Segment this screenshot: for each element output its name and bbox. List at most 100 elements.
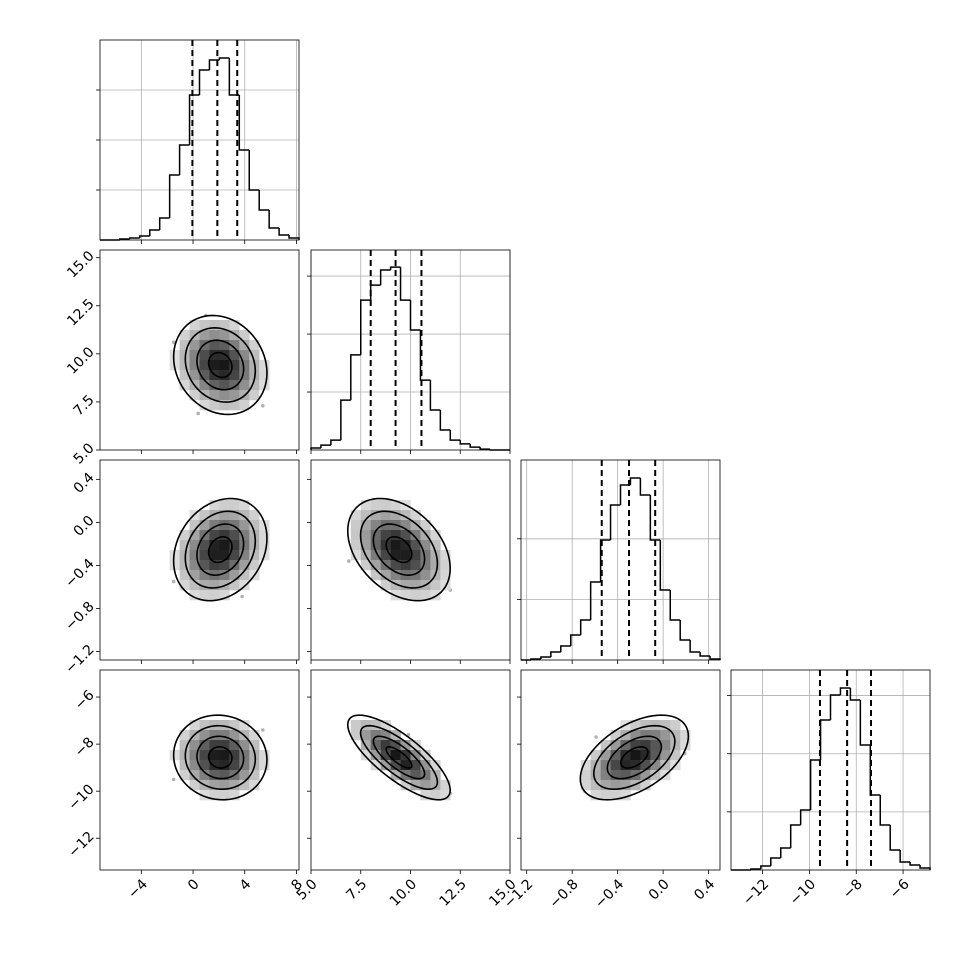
density-cell bbox=[590, 780, 601, 791]
density-cell bbox=[249, 780, 260, 791]
density-cell bbox=[209, 760, 220, 771]
histogram-step bbox=[760, 865, 771, 869]
density-cell bbox=[259, 750, 270, 761]
density-cell bbox=[209, 500, 220, 511]
density-cell bbox=[229, 370, 240, 381]
density-cell bbox=[400, 590, 411, 601]
density-cell bbox=[229, 340, 240, 351]
contour bbox=[184, 724, 257, 790]
density-cell bbox=[360, 750, 371, 761]
histogram-step bbox=[809, 759, 821, 810]
density-cell bbox=[350, 520, 362, 531]
density-cell bbox=[239, 750, 250, 761]
density-cell bbox=[640, 720, 651, 731]
histogram-step bbox=[540, 656, 551, 660]
density-cell bbox=[390, 560, 401, 571]
density-cell bbox=[189, 560, 200, 571]
histogram-step bbox=[360, 299, 371, 355]
density-cell bbox=[440, 780, 451, 791]
histogram-step bbox=[139, 235, 150, 238]
density-cell bbox=[660, 730, 671, 741]
density-cell bbox=[660, 740, 671, 751]
density-cell bbox=[189, 550, 200, 561]
density-cell bbox=[209, 540, 220, 551]
density-cell bbox=[229, 740, 240, 751]
density-cell bbox=[189, 760, 200, 771]
density-cell bbox=[400, 560, 411, 571]
histogram-step bbox=[449, 430, 461, 441]
density-cell bbox=[400, 550, 411, 561]
histogram-step bbox=[379, 269, 391, 286]
density-cell bbox=[209, 730, 220, 741]
density-cell bbox=[380, 720, 391, 731]
density-cell bbox=[390, 550, 401, 561]
density-cell bbox=[169, 550, 180, 561]
density-cell bbox=[600, 750, 611, 761]
histogram-step bbox=[149, 229, 160, 236]
density-cell bbox=[610, 760, 621, 771]
density-cell bbox=[209, 780, 220, 791]
density-cell bbox=[189, 780, 200, 791]
density-cell bbox=[219, 510, 230, 521]
density-cell bbox=[229, 380, 240, 391]
density-cell bbox=[580, 760, 591, 771]
density-cell bbox=[219, 390, 230, 401]
contour bbox=[385, 746, 413, 769]
density-cell bbox=[390, 760, 401, 771]
density-cell bbox=[199, 760, 210, 771]
histogram-step bbox=[669, 589, 681, 621]
density-cell bbox=[229, 580, 240, 591]
density-cell bbox=[370, 730, 381, 741]
density-cell bbox=[219, 590, 230, 601]
histogram-step bbox=[599, 539, 611, 582]
density-cell bbox=[239, 510, 250, 521]
density-cell bbox=[239, 560, 250, 571]
density-cell bbox=[179, 730, 190, 741]
density-cell bbox=[229, 330, 240, 341]
density-cell bbox=[179, 580, 190, 591]
density-cell bbox=[390, 500, 401, 511]
density-cell bbox=[370, 760, 381, 771]
histogram-step bbox=[258, 190, 270, 211]
density-cell bbox=[590, 750, 601, 761]
density-cell bbox=[249, 340, 260, 351]
density-cell bbox=[410, 550, 421, 561]
density-cell bbox=[209, 770, 220, 781]
density-cell bbox=[370, 510, 381, 521]
density-cell bbox=[239, 720, 250, 731]
histogram-step bbox=[429, 380, 441, 411]
histogram-step bbox=[330, 439, 341, 446]
density-cell bbox=[229, 540, 240, 551]
density-cell bbox=[239, 550, 250, 561]
density-cell bbox=[179, 560, 190, 571]
density-cell bbox=[370, 560, 381, 571]
density-cell bbox=[360, 730, 371, 741]
density-cell bbox=[199, 730, 210, 741]
contour bbox=[207, 536, 233, 564]
histogram-step bbox=[178, 144, 190, 175]
density-cell bbox=[380, 580, 391, 591]
histogram-step bbox=[340, 399, 351, 441]
density-cell bbox=[350, 730, 362, 741]
density-cell bbox=[680, 730, 691, 741]
density-cell bbox=[189, 520, 200, 531]
density-cell bbox=[640, 740, 651, 751]
density-cell bbox=[199, 350, 210, 361]
density-cell bbox=[650, 770, 661, 781]
density-cell bbox=[370, 550, 381, 561]
density-cell bbox=[410, 510, 421, 521]
density-cell bbox=[209, 510, 220, 521]
density-cell bbox=[199, 750, 210, 761]
sample-point bbox=[171, 777, 176, 782]
density-cell bbox=[610, 790, 621, 801]
histogram-step bbox=[780, 847, 791, 859]
histogram-step bbox=[129, 237, 140, 239]
density-cell bbox=[229, 360, 240, 371]
density-cell bbox=[179, 540, 190, 551]
density-cell bbox=[400, 740, 411, 751]
contour bbox=[359, 510, 439, 589]
contour bbox=[184, 327, 257, 403]
histogram-step bbox=[649, 495, 661, 541]
density-cell bbox=[620, 740, 631, 751]
density-cell bbox=[430, 590, 441, 601]
